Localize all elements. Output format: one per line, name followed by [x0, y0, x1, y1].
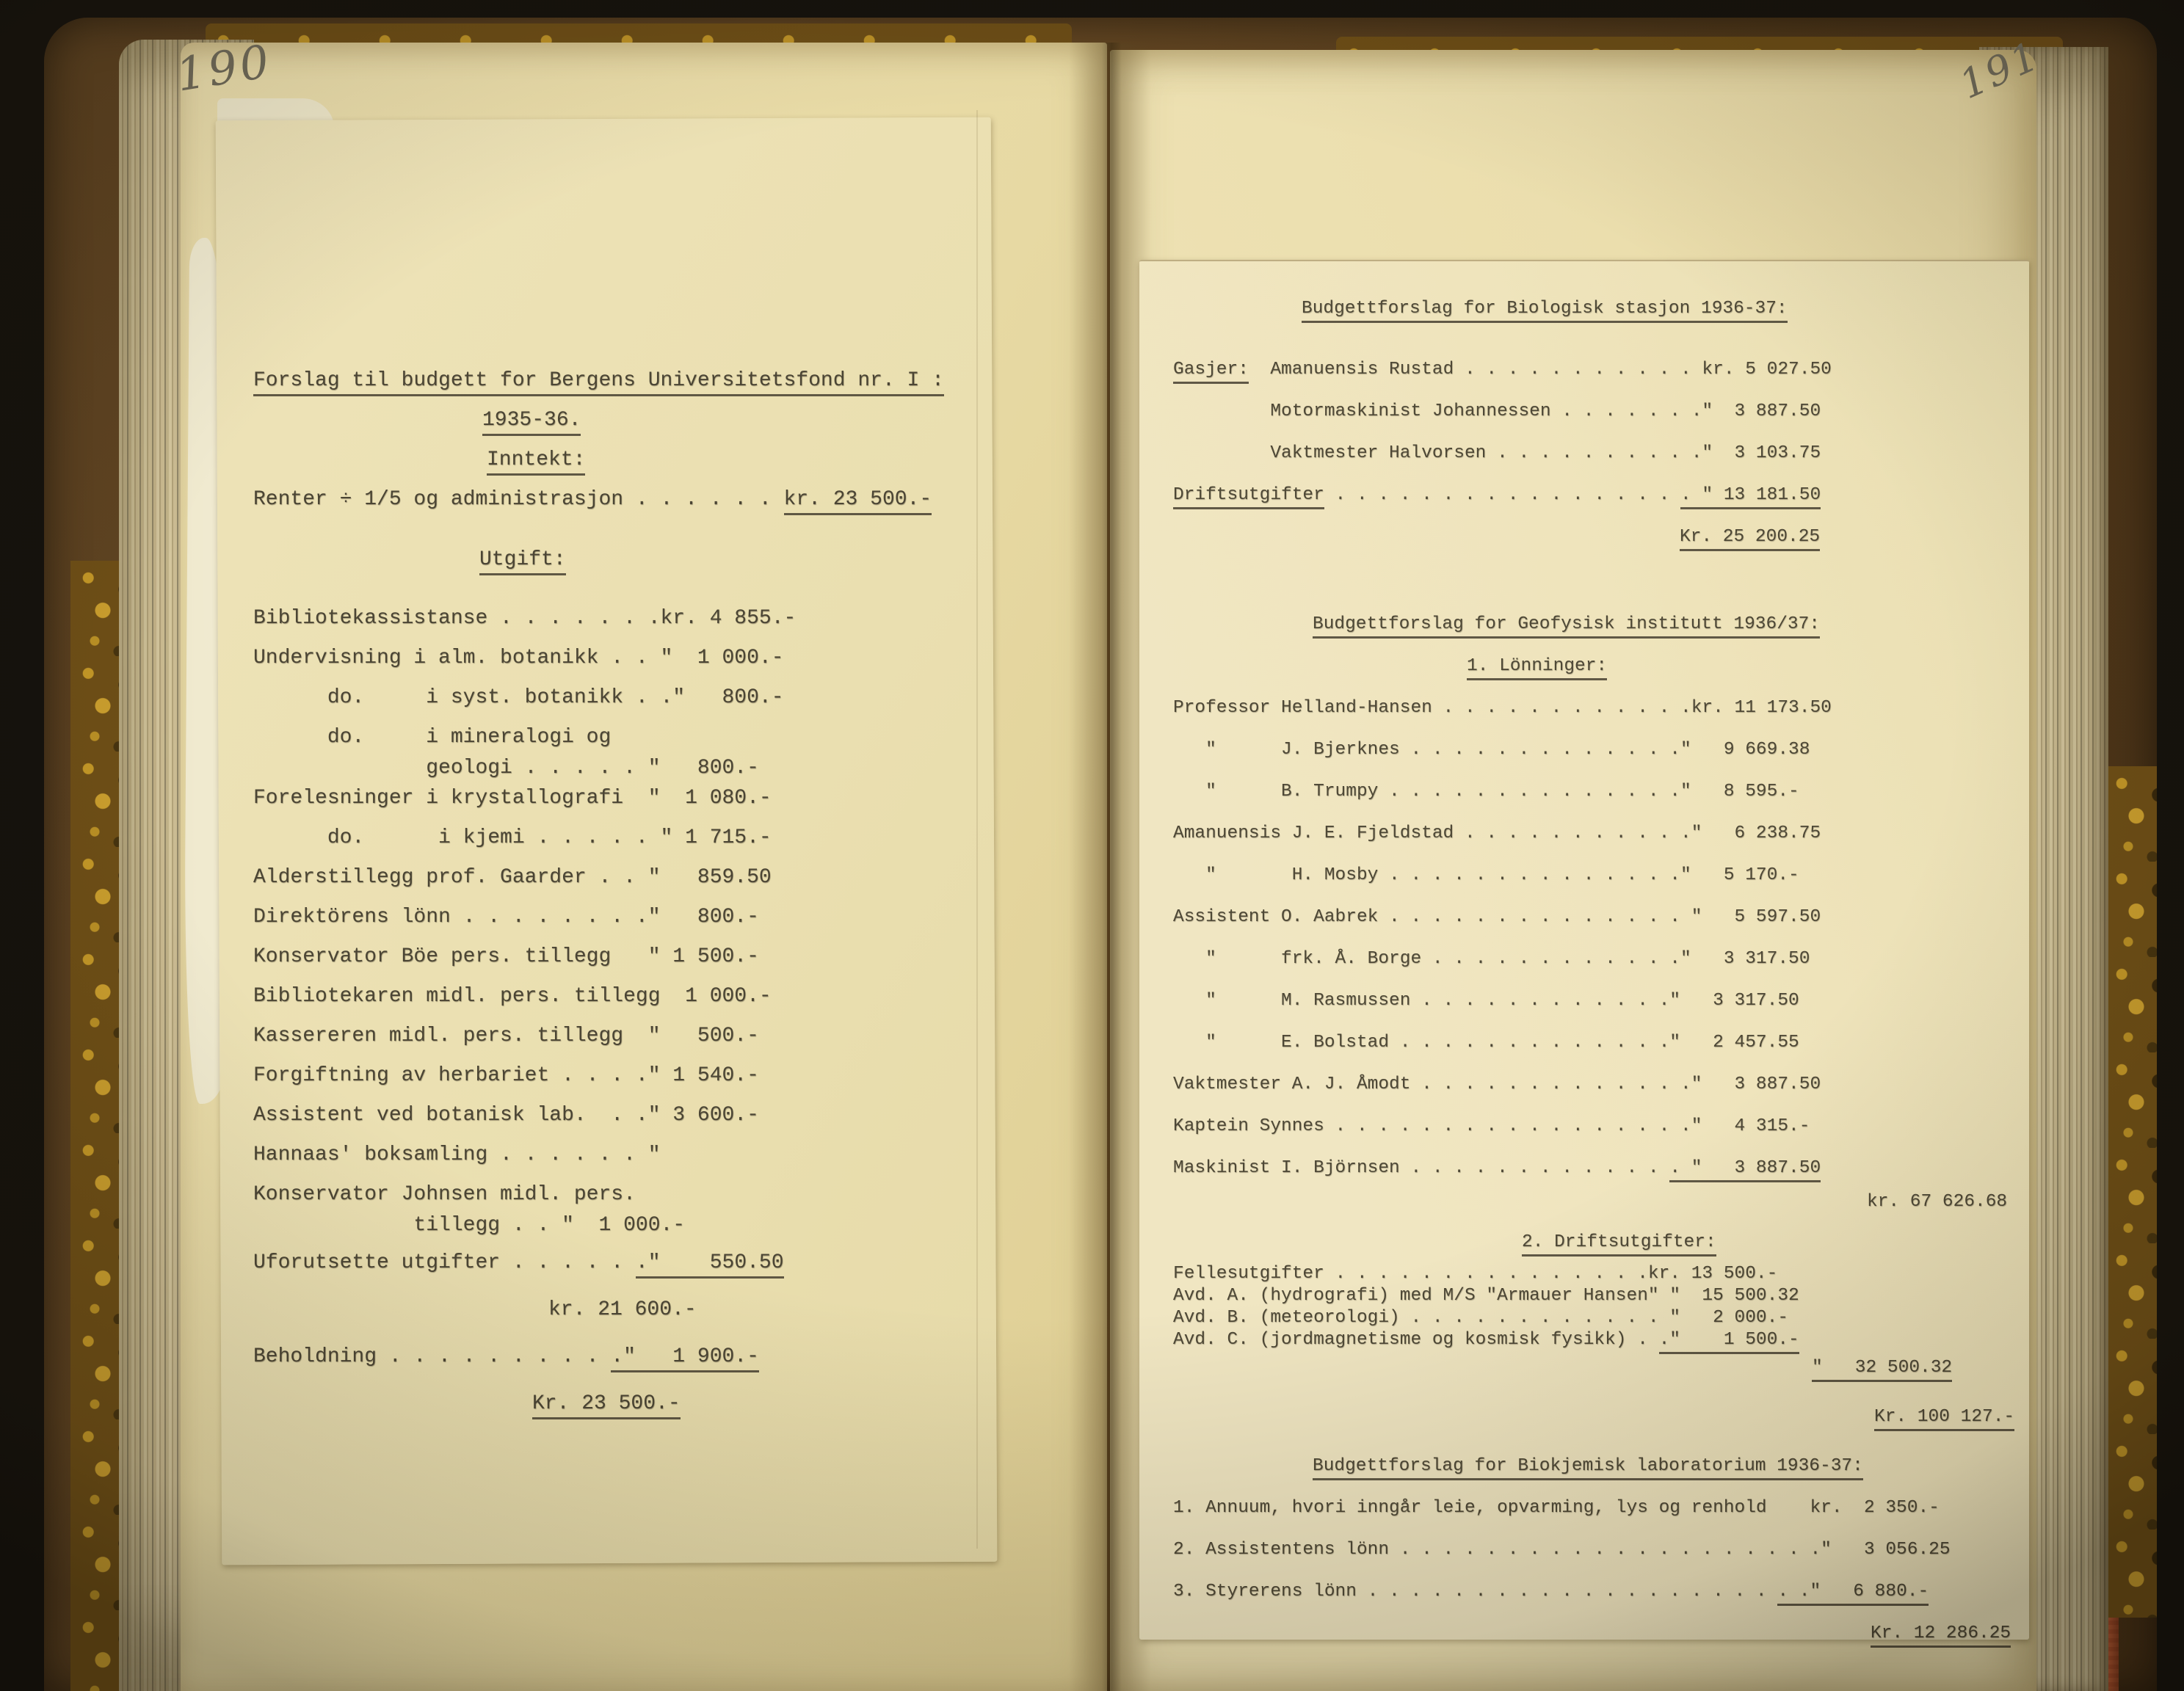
geo-salary-line: Vaktmester A. J. Åmodt . . . . . . . . .… — [1173, 1074, 1821, 1094]
expense-subtotal: kr. 21 600.- — [548, 1298, 697, 1321]
geo-salary-line: " J. Bjerknes . . . . . . . . . . . . ."… — [1173, 740, 1810, 760]
expense-line: Kassereren midl. pers. tillegg " 500.- — [253, 1025, 759, 1047]
geo-salary-line: " frk. Å. Borge . . . . . . . . . . . ."… — [1173, 949, 1810, 969]
budget-period: 1935-36. — [253, 401, 995, 440]
geo-operating-line-avdc: Avd. C. (jordmagnetisme og kosmisk fysik… — [1173, 1329, 2039, 1354]
biochem-line-director: 3. Styrerens lönn . . . . . . . . . . . … — [1173, 1571, 2039, 1612]
geo-salaries-subtotal: kr. 67 626.68 — [1867, 1192, 2008, 1212]
left-page-text: Forslag til budgett for Bergens Universi… — [253, 361, 995, 1424]
expense-line: Undervisning i alm. botanikk . . " 1 000… — [253, 647, 784, 669]
budget-title-text: Forslag til budgett for Bergens Universi… — [253, 369, 944, 396]
expense-line: Konservator Böe pers. tillegg " 1 500.- — [253, 945, 759, 968]
expense-line: Forelesninger i krystallografi " 1 080.- — [253, 787, 772, 810]
unforeseen-amount: ." 550.50 — [635, 1251, 784, 1279]
expense-line: do. i kjemi . . . . . " 1 715.- — [253, 826, 772, 849]
right-page-text: Budgettforslag for Biologisk stasjon 193… — [1173, 288, 2039, 1654]
expense-line: Alderstillegg prof. Gaarder . . " 859.50 — [253, 866, 772, 889]
bio-operating-line: Driftsutgifter . . . . . . . . . . . . .… — [1173, 474, 2039, 516]
expense-line: do. i syst. botanikk . ." 800.- — [253, 686, 784, 709]
expense-line: Hannaas' boksamling . . . . . . " — [253, 1143, 661, 1166]
geo-salary-line: Assistent O. Aabrek . . . . . . . . . . … — [1173, 907, 1821, 927]
expense-line: tillegg . . " 1 000.- — [253, 1214, 686, 1237]
geo-salaries-heading: 1. Lönninger: — [1173, 645, 2039, 687]
geo-operating-heading: 2. Driftsutgifter: — [1173, 1221, 2039, 1263]
bio-line: Vaktmester Halvorsen . . . . . . . . . .… — [1173, 443, 1821, 463]
machinist-amount: . " 3 887.50 — [1669, 1158, 1821, 1182]
geo-operating-subtotal: " 32 500.32 — [1173, 1351, 2039, 1384]
expense-line: Bibliotekassistanse . . . . . . .kr. 4 8… — [253, 607, 797, 630]
expense-line: Bibliotekaren midl. pers. tillegg 1 000.… — [253, 985, 772, 1008]
sheet-edge-crease — [976, 110, 978, 1549]
book-gutter-shadow — [1069, 43, 1151, 1691]
expense-heading: Utgift: — [253, 540, 995, 580]
bio-total: Kr. 25 200.25 — [1173, 516, 2039, 558]
geo-salary-line: " E. Bolstad . . . . . . . . . . . . ." … — [1173, 1033, 1799, 1052]
expense-line: do. i mineralogi og — [253, 726, 612, 749]
pasted-sheet-right — [1139, 260, 2029, 1640]
balance-amount: ." 1 900.- — [611, 1345, 759, 1372]
geo-institute-title: Budgettforslag for Geofysisk institutt 1… — [1173, 603, 2039, 645]
director-amount: . ." 6 880.- — [1777, 1582, 1929, 1606]
geo-salary-line: " M. Rasmussen . . . . . . . . . . . ." … — [1173, 991, 1799, 1011]
geo-salary-line: " B. Trumpy . . . . . . . . . . . . . ."… — [1173, 782, 1799, 801]
expense-line: Konservator Johnsen midl. pers. — [253, 1183, 636, 1206]
geo-salary-line: Kaptein Synnes . . . . . . . . . . . . .… — [1173, 1116, 1810, 1136]
biochem-lab-title: Budgettforslag for Biokjemisk laboratori… — [1173, 1445, 2039, 1487]
expense-line: Assistent ved botanisk lab. . ." 3 600.- — [253, 1104, 759, 1127]
geo-machinist-line: Maskinist I. Björnsen . . . . . . . . . … — [1173, 1147, 2039, 1189]
bio-salaries-line: Gasjer: Amanuensis Rustad . . . . . . . … — [1173, 349, 2039, 390]
income-line: Renter ÷ 1/5 og administrasjon . . . . .… — [253, 480, 995, 520]
geo-operating-line: Avd. A. (hydrografi) med M/S "Armauer Ha… — [1173, 1286, 1799, 1306]
gasjer-heading: Gasjer: — [1173, 360, 1249, 384]
bio-line: Motormaskinist Johannessen . . . . . . .… — [1173, 401, 1821, 421]
income-heading: Inntekt: — [253, 440, 995, 480]
expense-line: Forgiftning av herbariet . . . ." 1 540.… — [253, 1064, 759, 1087]
bio-station-title: Budgettforslag for Biologisk stasjon 193… — [1173, 288, 2039, 330]
bio-operating-amount: . " 13 181.50 — [1680, 485, 1821, 509]
geo-grand-total: Kr. 100 127.- — [1173, 1396, 2039, 1438]
marbled-cover-right — [2104, 766, 2157, 1618]
expense-line: geologi . . . . . " 800.- — [253, 757, 759, 779]
income-amount: kr. 23 500.- — [783, 488, 932, 515]
biochem-line: 1. Annuum, hvori inngår leie, opvarming,… — [1173, 1498, 1940, 1518]
geo-operating-line: Avd. B. (meteorologi) . . . . . . . . . … — [1173, 1308, 1789, 1328]
expense-line-unforeseen: Uforutsette utgifter . . . . . ." 550.50 — [253, 1243, 995, 1283]
biochem-total: Kr. 12 286.25 — [1173, 1612, 2039, 1654]
budget-title: Forslag til budgett for Bergens Universi… — [253, 361, 995, 401]
geo-operating-line: Fellesutgifter . . . . . . . . . . . . .… — [1173, 1264, 1778, 1284]
expense-line: Direktörens lönn . . . . . . . ." 800.- — [253, 906, 759, 928]
balance-line: Beholdning . . . . . . . . . ." 1 900.- — [253, 1337, 995, 1377]
expense-total: Kr. 23 500.- — [253, 1384, 995, 1424]
geo-salary-line: Professor Helland-Hansen . . . . . . . .… — [1173, 698, 1832, 718]
geo-salary-line: Amanuensis J. E. Fjeldstad . . . . . . .… — [1173, 823, 1821, 843]
avdc-amount: ." 1 500.- — [1658, 1330, 1799, 1354]
biochem-line: 2. Assistentens lönn . . . . . . . . . .… — [1173, 1540, 1951, 1560]
geo-salary-line: " H. Mosby . . . . . . . . . . . . . ." … — [1173, 865, 1799, 885]
book-binding — [44, 18, 2157, 1691]
